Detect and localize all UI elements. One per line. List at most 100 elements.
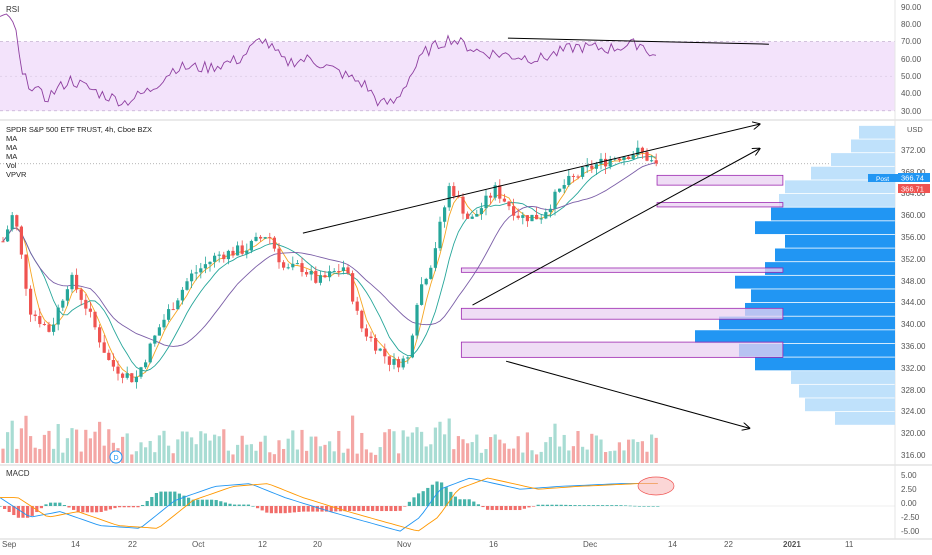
candle-body[interactable]: [1, 241, 5, 243]
candle-body[interactable]: [24, 254, 28, 289]
candle-body[interactable]: [190, 273, 194, 282]
candle-body[interactable]: [512, 206, 516, 216]
candle-body[interactable]: [429, 267, 433, 279]
candle-body[interactable]: [539, 218, 543, 220]
candle-body[interactable]: [199, 268, 203, 273]
candle-body[interactable]: [70, 274, 74, 290]
candle-body[interactable]: [636, 147, 640, 155]
candle-body[interactable]: [452, 186, 456, 197]
candle-body[interactable]: [148, 343, 152, 363]
candle-body[interactable]: [479, 208, 483, 214]
candle-body[interactable]: [530, 214, 534, 222]
candle-body[interactable]: [627, 156, 631, 159]
candle-body[interactable]: [397, 359, 401, 368]
candle-body[interactable]: [102, 342, 106, 353]
candle-body[interactable]: [498, 185, 502, 199]
candle-body[interactable]: [323, 275, 327, 278]
candle-body[interactable]: [346, 267, 350, 274]
candle-body[interactable]: [176, 300, 180, 310]
indicator-label[interactable]: Vol: [6, 161, 17, 170]
candle-body[interactable]: [645, 151, 649, 161]
candle-body[interactable]: [521, 215, 525, 218]
candle-body[interactable]: [553, 191, 557, 209]
candle-body[interactable]: [249, 240, 253, 251]
candle-body[interactable]: [558, 188, 562, 192]
candle-body[interactable]: [654, 160, 658, 164]
candle-body[interactable]: [272, 237, 276, 249]
candle-body[interactable]: [61, 300, 65, 308]
candle-body[interactable]: [65, 289, 69, 301]
candle-body[interactable]: [15, 215, 19, 227]
candle-body[interactable]: [567, 175, 571, 186]
candle-body[interactable]: [130, 373, 134, 383]
candle-body[interactable]: [420, 284, 424, 305]
candle-body[interactable]: [535, 214, 539, 220]
candle-body[interactable]: [424, 278, 428, 285]
candle-body[interactable]: [443, 207, 447, 222]
candle-body[interactable]: [461, 196, 465, 214]
candle-body[interactable]: [263, 237, 267, 239]
candle-body[interactable]: [125, 373, 129, 378]
candle-body[interactable]: [231, 250, 235, 256]
candle-body[interactable]: [374, 338, 378, 351]
candle-body[interactable]: [470, 216, 474, 219]
candle-body[interactable]: [282, 262, 286, 268]
candle-body[interactable]: [378, 348, 382, 351]
candle-body[interactable]: [286, 267, 290, 269]
candle-body[interactable]: [268, 237, 272, 239]
candle-body[interactable]: [29, 288, 33, 315]
candle-body[interactable]: [438, 221, 442, 249]
candle-body[interactable]: [650, 160, 654, 162]
candle-body[interactable]: [84, 299, 88, 309]
candle-body[interactable]: [111, 359, 115, 367]
indicator-label[interactable]: VPVR: [6, 170, 27, 179]
candle-body[interactable]: [387, 356, 391, 365]
candle-body[interactable]: [355, 301, 359, 311]
candle-body[interactable]: [240, 245, 244, 254]
candle-body[interactable]: [98, 327, 102, 343]
candle-body[interactable]: [406, 357, 410, 359]
candle-body[interactable]: [245, 250, 249, 254]
candle-body[interactable]: [576, 176, 580, 178]
candle-body[interactable]: [295, 263, 299, 265]
candle-body[interactable]: [19, 226, 23, 255]
candle-body[interactable]: [121, 373, 125, 378]
indicator-label[interactable]: MA: [6, 152, 17, 161]
candle-body[interactable]: [180, 289, 184, 301]
candle-body[interactable]: [622, 156, 626, 161]
candle-body[interactable]: [6, 229, 10, 242]
candle-body[interactable]: [631, 154, 635, 159]
candle-body[interactable]: [236, 245, 240, 256]
candle-body[interactable]: [314, 270, 318, 283]
candle-body[interactable]: [594, 164, 598, 169]
candle-body[interactable]: [42, 324, 46, 326]
candle-body[interactable]: [415, 304, 419, 336]
candle-body[interactable]: [590, 165, 594, 169]
candle-body[interactable]: [332, 271, 336, 273]
candle-body[interactable]: [484, 195, 488, 209]
candle-body[interactable]: [447, 186, 451, 208]
candle-body[interactable]: [300, 263, 304, 273]
currency-label[interactable]: USD: [907, 125, 923, 134]
candle-body[interactable]: [410, 335, 414, 358]
candle-body[interactable]: [226, 250, 230, 260]
candle-body[interactable]: [562, 185, 566, 189]
candle-body[interactable]: [194, 272, 198, 274]
candle-body[interactable]: [157, 327, 161, 336]
candle-body[interactable]: [516, 215, 520, 218]
candle-body[interactable]: [309, 270, 313, 275]
candle-body[interactable]: [107, 352, 111, 360]
candle-body[interactable]: [318, 275, 322, 283]
candle-body[interactable]: [305, 272, 309, 275]
candle-body[interactable]: [88, 308, 92, 312]
candle-body[interactable]: [144, 362, 148, 368]
candle-body[interactable]: [507, 201, 511, 207]
candle-body[interactable]: [171, 309, 175, 311]
candle-body[interactable]: [134, 376, 138, 383]
candle-body[interactable]: [475, 213, 479, 217]
candle-body[interactable]: [604, 158, 608, 167]
candle-body[interactable]: [56, 307, 60, 325]
dividend-circle[interactable]: [109, 450, 123, 464]
candle-body[interactable]: [341, 267, 345, 272]
candle-body[interactable]: [581, 167, 585, 177]
